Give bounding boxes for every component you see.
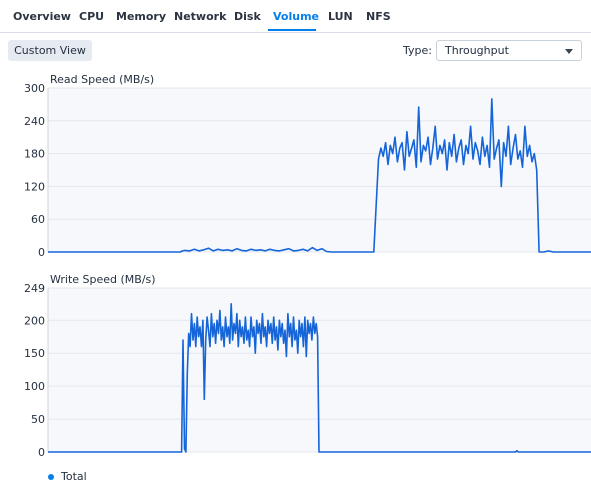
tab-nfs[interactable]: NFS	[366, 10, 391, 23]
legend[interactable]: Total	[48, 470, 87, 483]
type-select[interactable]: Throughput	[436, 40, 582, 61]
tab-memory[interactable]: Memory	[116, 10, 167, 23]
y-tick-label: 0	[38, 446, 45, 459]
type-label: Type:	[403, 44, 432, 57]
plot-area	[48, 88, 591, 252]
type-select-value: Throughput	[445, 44, 509, 57]
tab-lun[interactable]: LUN	[328, 10, 353, 23]
custom-view-button[interactable]: Custom View	[8, 40, 92, 61]
tab-disk[interactable]: Disk	[234, 10, 261, 23]
y-tick-label: 240	[24, 115, 45, 128]
tab-volume[interactable]: Volume	[273, 10, 319, 23]
y-tick-label: 60	[31, 213, 45, 226]
y-tick-label: 120	[24, 180, 45, 193]
series-line-total	[48, 303, 591, 453]
plot-area	[48, 288, 591, 452]
y-tick-label: 0	[38, 246, 45, 259]
tab-cpu[interactable]: CPU	[79, 10, 105, 23]
tab-bar: Overview CPU Memory Network Disk Volume …	[0, 0, 591, 33]
tab-overview[interactable]: Overview	[13, 10, 71, 23]
read-speed-title: Read Speed (MB/s)	[50, 73, 155, 86]
legend-total-label: Total	[61, 470, 87, 483]
y-tick-label: 300	[24, 82, 45, 95]
series-line-total	[48, 98, 591, 253]
active-tab-indicator	[268, 29, 316, 31]
tab-network[interactable]: Network	[174, 10, 227, 23]
write-speed-title: Write Speed (MB/s)	[50, 273, 156, 286]
chevron-down-icon	[565, 49, 573, 54]
legend-dot-icon	[48, 473, 54, 480]
y-tick-label: 50	[31, 413, 45, 426]
y-tick-label: 100	[24, 380, 45, 393]
y-tick-label: 249	[24, 282, 45, 295]
y-tick-label: 200	[24, 314, 45, 327]
y-tick-label: 150	[24, 347, 45, 360]
y-tick-label: 180	[24, 148, 45, 161]
